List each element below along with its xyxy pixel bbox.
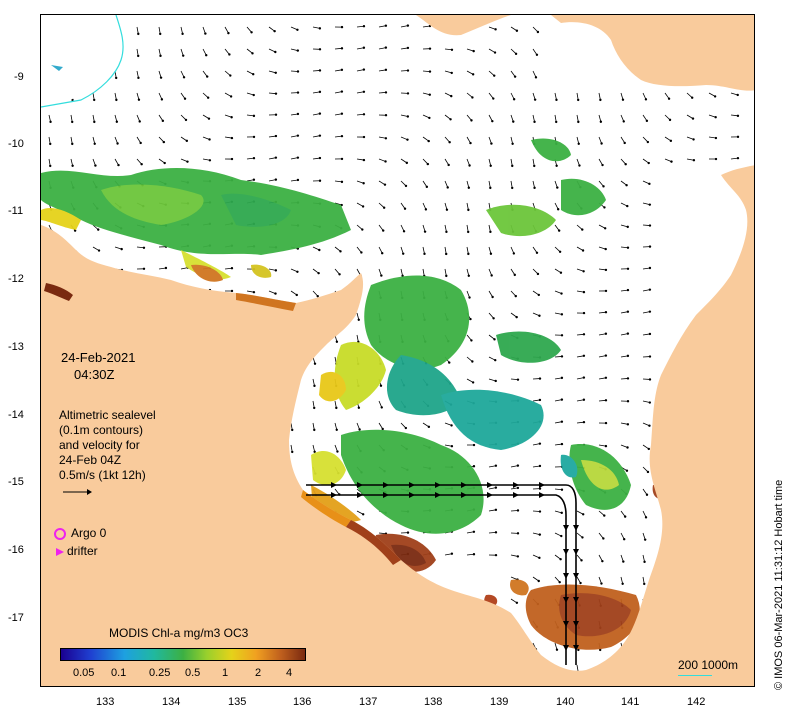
chlorophyll-patches — [41, 138, 667, 650]
x-tick-142: 142 — [687, 696, 706, 708]
y-tick-m10: -10 — [8, 138, 24, 150]
y-tick-m15: -15 — [8, 476, 24, 488]
scale-arrow-icon — [63, 489, 92, 495]
info-line-5: 0.5m/s (1kt 12h) — [59, 468, 146, 482]
x-tick-136: 136 — [293, 696, 312, 708]
scale-label: 200 1000m — [678, 658, 739, 672]
colorbar-tick-3: 0.5 — [185, 667, 201, 679]
map-date: 24-Feb-2021 — [61, 350, 136, 365]
colorbar-tick-1: 0.1 — [111, 667, 127, 679]
map-canvas — [41, 15, 754, 686]
map-frame[interactable]: 24-Feb-2021 04:30Z Altimetric sealevel (… — [40, 14, 755, 687]
x-tick-138: 138 — [424, 696, 443, 708]
colorbar-tick-5: 2 — [255, 667, 262, 679]
y-tick-m9: -9 — [14, 71, 24, 83]
contour-200m-island — [51, 65, 63, 71]
x-tick-140: 140 — [556, 696, 575, 708]
info-line-4: 24-Feb 04Z — [59, 453, 122, 467]
y-tick-m17: -17 — [8, 612, 24, 624]
info-block: Altimetric sealevel (0.1m contours) and … — [59, 408, 156, 483]
map-time: 04:30Z — [74, 367, 115, 382]
colorbar-tick-6: 4 — [286, 667, 293, 679]
x-tick-137: 137 — [359, 696, 378, 708]
colorbar-tick-4: 1 — [222, 667, 229, 679]
x-tick-135: 135 — [228, 696, 247, 708]
drifter-icon — [56, 548, 64, 556]
y-tick-m11: -11 — [8, 205, 24, 217]
info-line-1: Altimetric sealevel — [59, 408, 156, 422]
argo-label: Argo 0 — [71, 526, 107, 540]
y-tick-m13: -13 — [8, 341, 24, 353]
info-line-3: and velocity for — [59, 438, 140, 452]
current-streamline — [306, 484, 577, 665]
x-tick-141: 141 — [621, 696, 640, 708]
argo-icon — [54, 528, 66, 540]
x-tick-139: 139 — [490, 696, 509, 708]
colorbar — [60, 648, 306, 661]
land-masses — [41, 15, 754, 686]
contour-200m — [41, 15, 124, 108]
x-tick-133: 133 — [96, 696, 115, 708]
drifter-label: drifter — [67, 544, 98, 558]
y-tick-m12: -12 — [8, 273, 24, 285]
x-tick-134: 134 — [162, 696, 181, 708]
credit-label: © IMOS 06-Mar-2021 11:31:12 Hobart time — [773, 479, 785, 690]
credit-text: © IMOS 06-Mar-2021 11:31:12 Hobart time — [771, 420, 787, 690]
scale-bar — [678, 675, 712, 676]
y-tick-m16: -16 — [8, 544, 24, 556]
y-tick-m14: -14 — [8, 409, 24, 421]
colorbar-tick-2: 0.25 — [149, 667, 171, 679]
coastal-chlorophyll — [44, 283, 401, 565]
colorbar-tick-0: 0.05 — [73, 667, 95, 679]
info-line-2: (0.1m contours) — [59, 423, 144, 437]
colorbar-title: MODIS Chl-a mg/m3 OC3 — [109, 626, 249, 640]
